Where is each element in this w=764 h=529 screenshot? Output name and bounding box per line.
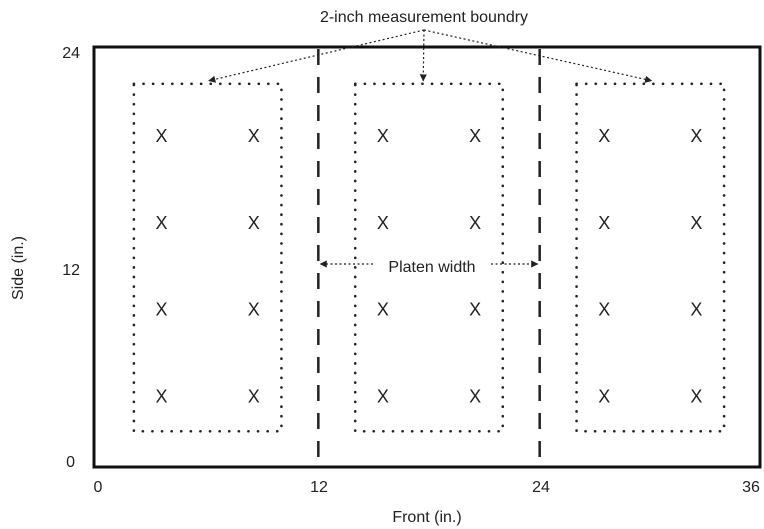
measurement-regions xyxy=(132,82,726,433)
measurement-point-r2-c6: X xyxy=(690,213,702,233)
measurement-point-r2-c1: X xyxy=(156,213,168,233)
y-tick-24: 24 xyxy=(62,45,80,62)
boundary-arrow-2 xyxy=(419,29,427,82)
measurement-point-r2-c3: X xyxy=(377,213,389,233)
x-tick-36: 36 xyxy=(742,479,760,496)
x-tick-12: 12 xyxy=(310,479,328,496)
measurement-point-r4-c3: X xyxy=(377,387,389,407)
measurement-points: X X X X X X X X X X X X X X X X X X X X X X X X xyxy=(156,126,703,407)
measurement-point-r4-c5: X xyxy=(598,387,610,407)
boundary-title: 2-inch measurement boundry xyxy=(320,9,528,26)
x-tick-0: 0 xyxy=(94,479,103,496)
measurement-point-r3-c2: X xyxy=(248,300,260,320)
measurement-point-r1-c5: X xyxy=(598,126,610,146)
boundary-arrow-3 xyxy=(423,29,653,83)
measurement-region-1 xyxy=(132,82,283,433)
measurement-point-r3-c6: X xyxy=(690,300,702,320)
measurement-point-r3-c5: X xyxy=(598,300,610,320)
x-axis-label: Front (in.) xyxy=(392,509,461,526)
measurement-point-r4-c4: X xyxy=(469,387,481,407)
measurement-point-r3-c1: X xyxy=(156,300,168,320)
measurement-point-r2-c2: X xyxy=(248,213,260,233)
measurement-point-r3-c4: X xyxy=(469,300,481,320)
y-axis-label: Side (in.) xyxy=(10,236,27,300)
measurement-point-r1-c2: X xyxy=(248,126,260,146)
measurement-region-2 xyxy=(353,82,505,433)
measurement-point-r4-c1: X xyxy=(156,387,168,407)
measurement-region-3 xyxy=(575,82,726,433)
measurement-point-r4-c2: X xyxy=(248,387,260,407)
measurement-point-r1-c6: X xyxy=(690,126,702,146)
plot-frame xyxy=(92,45,762,469)
y-tick-12: 12 xyxy=(62,262,80,279)
annotation-arrows xyxy=(208,29,653,268)
platen-label-background xyxy=(373,254,491,278)
measurement-point-r1-c4: X xyxy=(469,126,481,146)
x-tick-24: 24 xyxy=(532,479,550,496)
measurement-point-r1-c3: X xyxy=(377,126,389,146)
measurement-point-r2-c4: X xyxy=(469,213,481,233)
measurement-point-r3-c3: X xyxy=(377,300,389,320)
measurement-point-r4-c6: X xyxy=(690,387,702,407)
measurement-point-r2-c5: X xyxy=(598,213,610,233)
platen-width-label: Platen width xyxy=(388,259,475,276)
platen-edges xyxy=(317,49,541,466)
boundary-arrow-1 xyxy=(208,29,425,83)
measurement-point-r1-c1: X xyxy=(156,126,168,146)
y-tick-0: 0 xyxy=(66,454,75,471)
